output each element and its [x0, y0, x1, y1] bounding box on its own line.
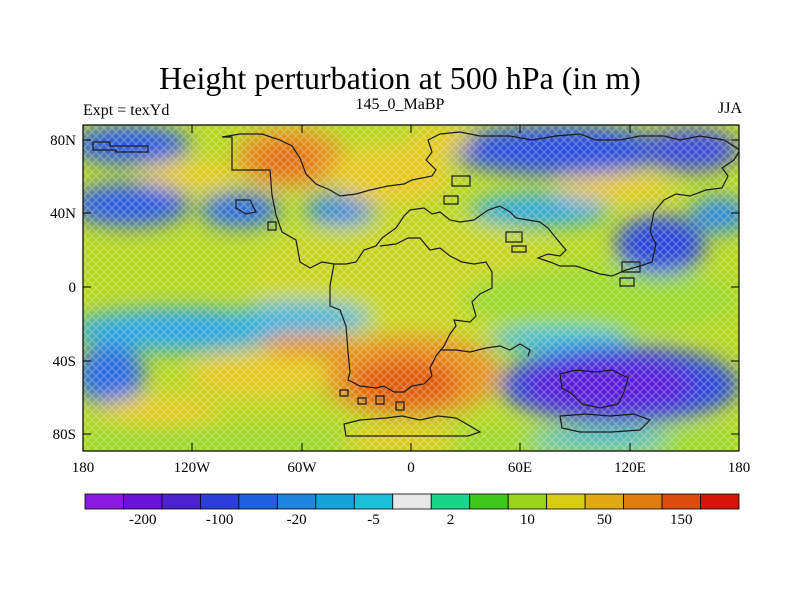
lon-label-60w: 60W	[287, 460, 317, 476]
colorbar-label: 150	[670, 512, 693, 528]
lon-label-180w: 180	[72, 460, 95, 476]
colorbar	[84, 493, 740, 510]
colorbar-box	[392, 493, 432, 510]
colorbar-box	[661, 493, 701, 510]
lon-label-60e: 60E	[508, 460, 532, 476]
colorbar-box	[546, 493, 586, 510]
colorbar-box	[623, 493, 663, 510]
colorbar-label: 50	[597, 512, 612, 528]
colorbar-label: -20	[287, 512, 307, 528]
lat-label-80n: 80N	[50, 133, 76, 149]
lat-tick-labels: 80N 40N 0 40S 80S	[50, 133, 76, 443]
colorbar-box	[507, 493, 548, 510]
lon-tick-labels: 180 120W 60W 0 60E 120E 180	[72, 460, 751, 476]
map-title: Height perturbation at 500 hPa (in m)	[159, 60, 641, 96]
period-label: 145_0_MaBP	[355, 96, 445, 113]
colorbar-label: -200	[129, 512, 157, 528]
height-field	[83, 125, 739, 451]
colorbar-box	[84, 493, 124, 510]
colorbar-box	[315, 493, 355, 510]
colorbar-box	[700, 493, 740, 510]
colorbar-box	[469, 493, 509, 510]
lon-label-180e: 180	[728, 460, 751, 476]
colorbar-label: 10	[520, 512, 535, 528]
colorbar-box	[276, 493, 317, 510]
coastlines	[92, 131, 739, 437]
axis-ticks	[82, 125, 740, 451]
lat-label-0: 0	[69, 280, 77, 296]
colorbar-label: -5	[367, 512, 380, 528]
colorbar-box	[353, 493, 394, 510]
colorbar-box	[123, 493, 163, 510]
colorbar-label: -100	[206, 512, 234, 528]
lon-label-120e: 120E	[614, 460, 646, 476]
lon-label-120w: 120W	[174, 460, 212, 476]
colorbar-label: 2	[447, 512, 455, 528]
colorbar-box	[161, 493, 201, 510]
colorbar-box	[238, 493, 278, 510]
lat-label-80s: 80S	[53, 427, 76, 443]
experiment-label: Expt = texYd	[83, 102, 170, 119]
lat-label-40n: 40N	[50, 206, 76, 222]
lat-label-40s: 40S	[53, 354, 76, 370]
season-label: JJA	[717, 100, 742, 117]
lon-label-0: 0	[407, 460, 415, 476]
colorbar-box	[430, 493, 471, 510]
colorbar-box	[584, 493, 624, 510]
colorbar-box	[200, 493, 240, 510]
colorbar-labels: -200 -100 -20 -5 2 10 50 150	[129, 512, 693, 528]
